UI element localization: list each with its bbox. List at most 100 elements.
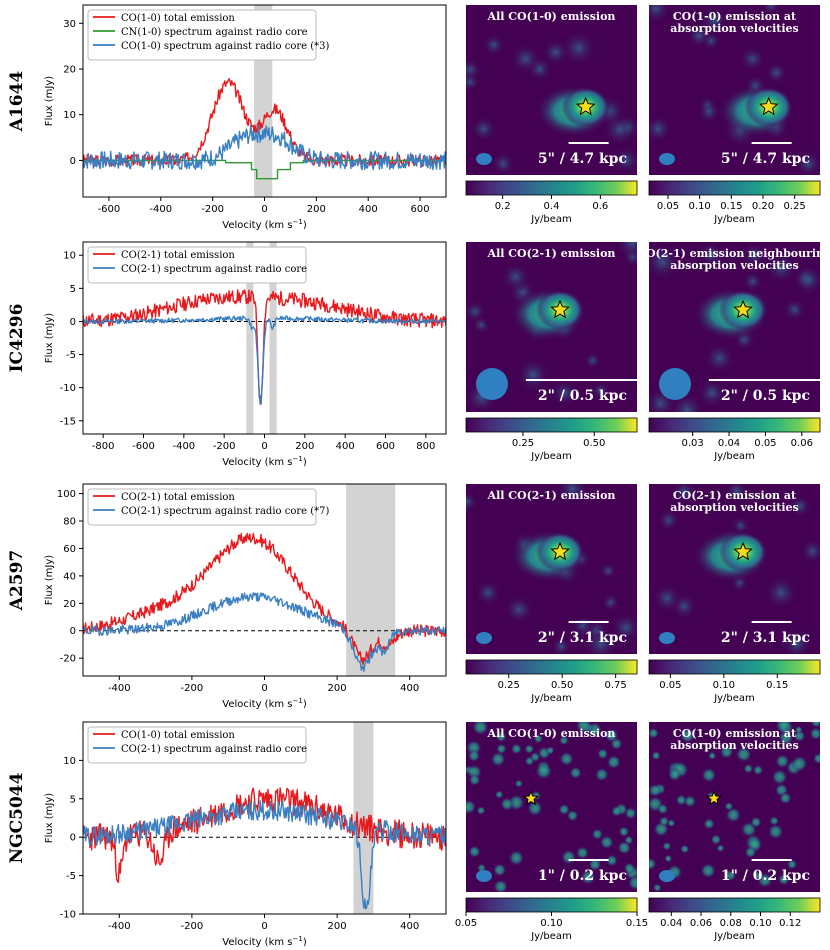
emission-blob [534,762,553,780]
colorbar-tick-label: 0.50 [551,680,573,691]
x-tick-label: -600 [132,441,155,452]
colorbar [465,659,638,675]
emission-blob [679,844,690,854]
emission-blob [467,845,481,859]
emission-blob [790,755,808,773]
colorbar-tick-label: 0.10 [540,918,562,929]
emission-blob [697,100,721,124]
star-icon [706,790,722,806]
y-tick-label: -5 [66,871,76,882]
emission-blob [652,883,662,892]
colorbar-tick-label: 0.25 [512,438,534,449]
map-title: CO(2-1) emission at [673,489,797,502]
emission-blob [765,252,798,284]
emission-blob [778,791,792,805]
emission-blob [771,768,788,786]
series-line-1 [83,592,446,672]
scale-label: 2" / 0.5 kpc [721,388,810,404]
emission-blob [649,857,657,871]
x-axis-label-text: Velocity (km s [222,937,292,948]
colorbar-tick-label: 0.05 [455,918,477,929]
x-tick-label: 600 [411,204,430,215]
y-tick-label: -15 [60,416,76,427]
emission-blob [558,735,570,746]
x-tick-label: 0 [261,921,267,932]
x-tick-label: 800 [416,441,435,452]
colorbar-tick-label: 0.12 [779,918,801,929]
beam-ellipse [659,368,691,400]
colorbar-tick-label: 0.10 [749,918,771,929]
series-line-2 [83,124,446,171]
emission-blob [594,767,610,782]
emission-blob [701,767,717,783]
beam-ellipse [476,368,508,400]
colorbar-label: Jy/beam [713,693,755,704]
emission-blob [683,794,697,808]
emission-blob [555,484,589,506]
emission-blob [526,800,544,817]
map-title: CO(1-0) emission at [673,727,797,740]
x-axis-label: Velocity (km s−1) [222,218,307,231]
x-tick-label: -400 [108,921,131,932]
emission-blob [627,874,637,891]
x-axis-label-close: ) [303,699,307,710]
plot-area [83,484,446,676]
legend: CO(2-1) total emission CO(2-1) spectrum a… [87,488,329,526]
scale-label: 5" / 4.7 kpc [721,151,810,167]
emission-blob [493,878,509,892]
colorbar-tick-label: 0.20 [752,201,774,212]
x-tick-label: -400 [108,683,131,694]
legend-entry: CO(2-1) spectrum against radio core [121,264,307,275]
colorbar-tick-label: 0.4 [544,201,560,212]
x-tick-label: 200 [328,683,347,694]
star-icon [733,541,753,561]
emission-blob [750,816,762,829]
legend-box [87,488,317,526]
emission-blob [560,30,597,66]
emission-blob [500,262,531,292]
x-axis-label-text: Velocity (km s [222,699,292,710]
emission-blob [551,379,578,407]
colorbar-tick-label: 0.25 [498,680,520,691]
scale-label: 1" / 0.2 kpc [538,868,627,884]
emission-blob [571,614,595,638]
emission-blob [679,727,696,744]
emission-blob [558,803,571,816]
colorbar [648,417,821,433]
legend: CO(1-0) total emission CO(2-1) spectrum a… [87,726,307,764]
map-title: CO(1-0) emission at [673,10,797,23]
emission-blob [744,846,757,859]
emission-blob [664,854,673,863]
y-tick-label: 0 [70,156,76,167]
emission-blob [667,767,682,782]
y-tick-label: 30 [63,19,76,30]
x-axis-label: Velocity (km s−1) [222,697,307,710]
colorbar-label: Jy/beam [713,931,755,942]
y-tick-label: 20 [63,65,76,76]
emission-blob [698,242,725,268]
colorbar-tick-label: 0.08 [720,918,742,929]
emission-blob [703,817,716,830]
emission-blob [491,151,515,175]
colorbar-label: Jy/beam [713,451,755,462]
y-tick-label: 0 [70,317,76,328]
colorbar-tick-label: 0.75 [604,680,626,691]
emission-blob [701,31,721,51]
colorbar [648,897,821,913]
colorbar-tick-label: 0.15 [720,201,742,212]
emission-blob [615,242,637,260]
map-emission [649,722,820,892]
colorbar [465,897,638,913]
emission-blob [763,575,798,610]
emission-blob [697,378,727,408]
map-title: CO(2-1) emission neighbouring [637,247,830,260]
emission-blob [583,351,602,370]
emission-blob [699,6,729,36]
scale-label: 5" / 4.7 kpc [538,151,627,167]
y-tick-label: -20 [60,654,76,665]
star-icon [575,96,596,116]
map-emission [466,484,637,654]
emission-blob [651,750,661,761]
colorbar-tick-label: 0.04 [660,918,682,929]
